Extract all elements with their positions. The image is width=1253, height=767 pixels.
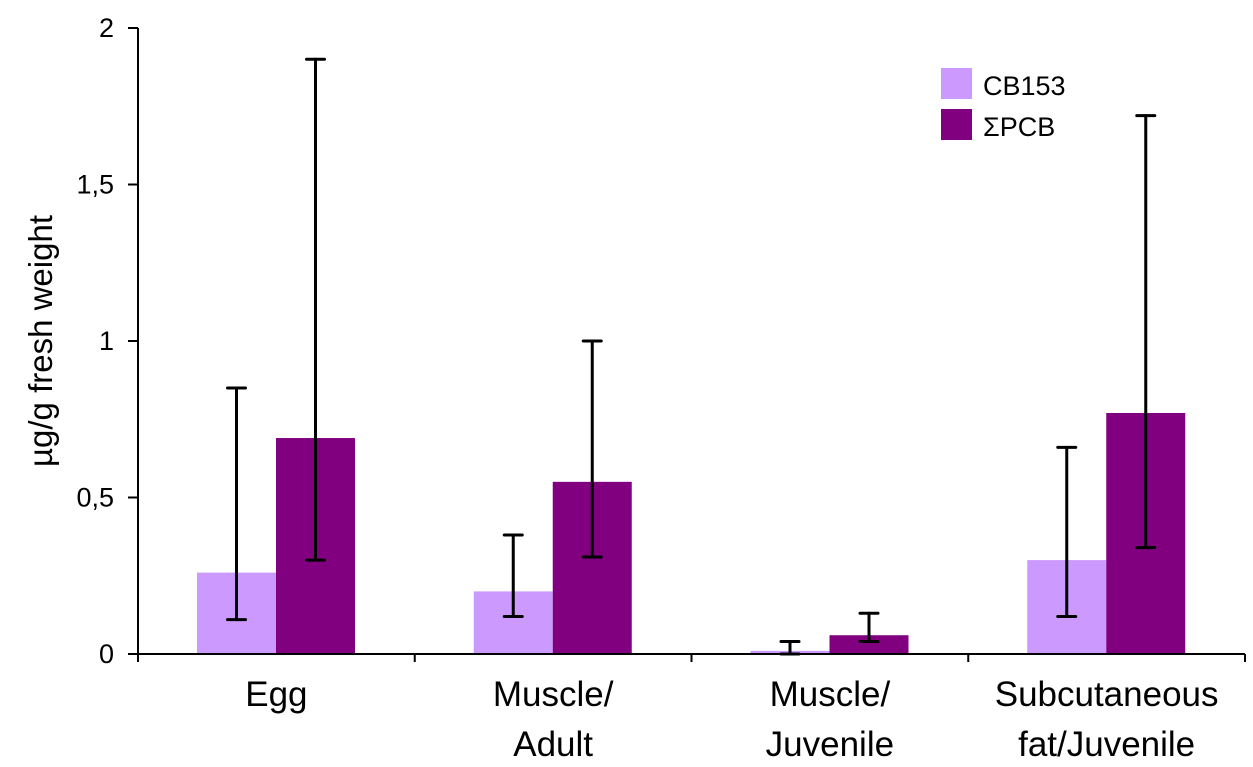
category-label-1-line-1: Adult — [513, 725, 593, 762]
legend-swatch-sum-pcb — [941, 109, 972, 140]
legend-label-cb153: CB153 — [983, 71, 1066, 101]
category-label-0-line-0: Egg — [245, 675, 307, 714]
category-label-2-line-1: Juvenile — [766, 725, 894, 762]
y-tick-label-3: 1,5 — [76, 170, 114, 200]
category-label-3-line-1: fat/Juvenile — [1018, 725, 1195, 762]
legend-swatch-cb153 — [941, 68, 972, 99]
y-tick-label-0: 0 — [99, 639, 114, 669]
category-label-2-line-0: Muscle/ — [770, 675, 891, 714]
y-tick-label-4: 2 — [99, 13, 114, 43]
y-axis-label: µg/g fresh weight — [22, 215, 59, 467]
category-label-3-line-0: Subcutaneous — [995, 675, 1219, 714]
bar-sum-pcb-2 — [829, 635, 909, 654]
y-tick-label-1: 0,5 — [76, 483, 114, 513]
category-label-1-line-0: Muscle/ — [493, 675, 614, 714]
y-tick-label-2: 1 — [99, 326, 114, 356]
legend-label-sum-pcb: ΣPCB — [983, 112, 1055, 142]
